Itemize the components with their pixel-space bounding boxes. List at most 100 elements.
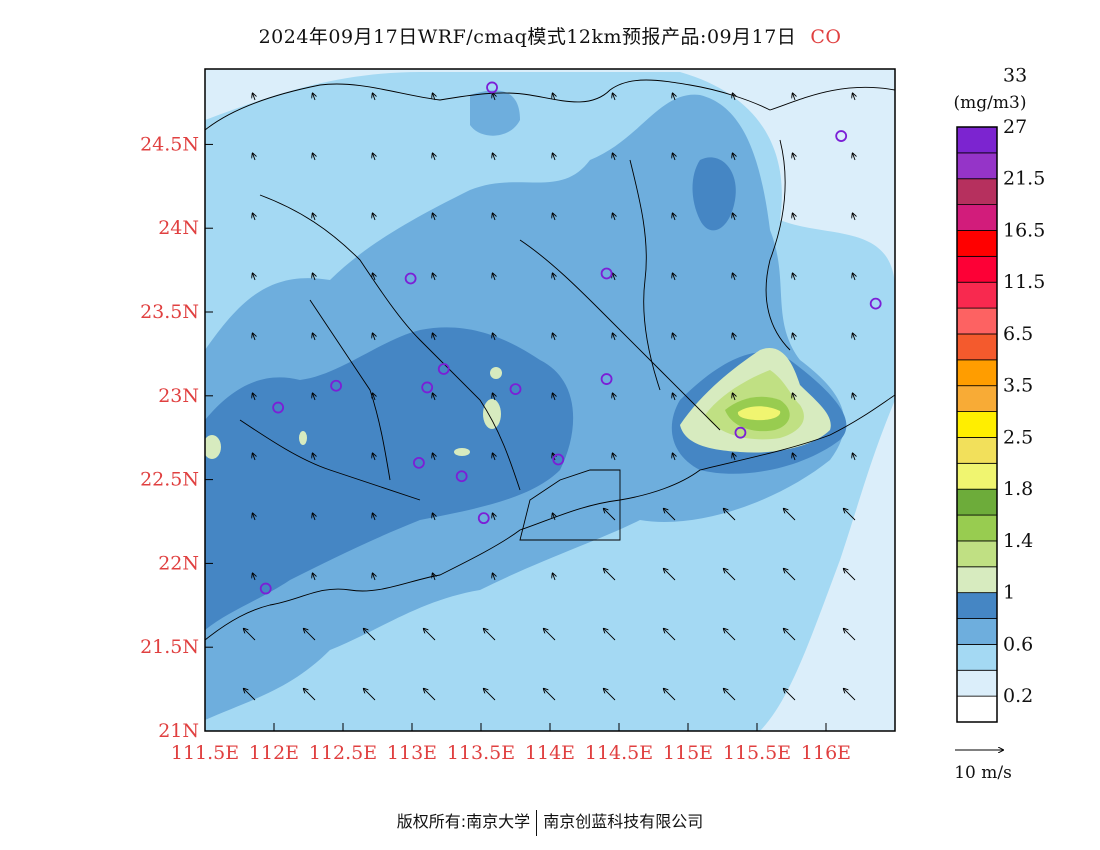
- wind-arrow: [373, 393, 375, 401]
- wind-arrow: [544, 629, 556, 641]
- legend-swatch: [956, 152, 998, 180]
- wind-arrow: [673, 333, 675, 341]
- wind-arrow: [844, 509, 856, 521]
- station-marker: [600, 373, 613, 385]
- legend-level-label: 0.2: [1003, 685, 1033, 707]
- wind-arrow: [433, 573, 435, 581]
- wind-arrow: [844, 569, 856, 581]
- wind-arrow: [613, 153, 615, 161]
- legend-swatch: [956, 566, 998, 594]
- y-tick-label: 21N: [158, 720, 199, 742]
- field-blob-jiangmen: [299, 431, 307, 445]
- pollutant-species: CO: [810, 26, 842, 48]
- wind-arrow: [784, 689, 796, 701]
- legend-swatch: [956, 126, 998, 154]
- wind-arrow: [733, 453, 735, 461]
- wind-arrow: [313, 453, 315, 461]
- wind-arrow: [493, 273, 495, 281]
- legend-swatch: [956, 255, 998, 283]
- district-boundary-1: [259, 194, 521, 491]
- wind-reference: 10 m/s: [954, 750, 1012, 783]
- legend-swatch: [956, 359, 998, 387]
- wind-arrow: [553, 573, 555, 581]
- wind-arrow: [433, 513, 435, 521]
- x-tick-label: 114E: [525, 742, 575, 764]
- y-tick-label: 21.5N: [140, 636, 199, 658]
- title-text: 2024年09月17日WRF/cmaq模式12km预报产品:09月17日: [258, 26, 797, 48]
- wind-arrow: [373, 153, 375, 161]
- wind-arrow: [604, 629, 616, 641]
- wind-arrow: [553, 213, 555, 221]
- field-blob-zhongshan: [454, 448, 470, 456]
- legend-level-label: 6.5: [1003, 323, 1033, 345]
- legend-level-label: 16.5: [1003, 219, 1045, 241]
- station-marker: [600, 267, 613, 280]
- wind-arrow: [433, 453, 435, 461]
- y-tick-label: 24N: [158, 217, 199, 239]
- wind-arrow: [613, 273, 615, 281]
- station-marker: [272, 401, 285, 414]
- y-tick-label: 23N: [158, 385, 199, 407]
- wind-arrow: [553, 393, 555, 401]
- station-marker: [477, 512, 490, 525]
- wind-arrow: [553, 93, 555, 101]
- station-marker: [421, 381, 434, 394]
- x-tick-label: 111.5E: [171, 742, 239, 764]
- wind-arrow: [724, 569, 736, 581]
- x-tick-label: 113.5E: [447, 742, 515, 764]
- wind-arrow: [364, 689, 376, 701]
- wind-arrow: [253, 153, 255, 161]
- wind-arrow: [673, 393, 675, 401]
- footer-copyright: 版权所有:南京大学 南京创蓝科技有限公司: [0, 808, 1100, 836]
- wind-arrow: [604, 509, 616, 521]
- wind-arrow: [313, 93, 315, 101]
- y-tick-label: 23.5N: [140, 301, 199, 323]
- x-tick-label: 115E: [663, 742, 713, 764]
- legend-swatch: [956, 281, 998, 309]
- legend-swatch: [956, 333, 998, 361]
- station-marker: [412, 456, 425, 469]
- wind-arrow: [793, 153, 795, 161]
- wind-arrow: [544, 689, 556, 701]
- legend-swatch: [956, 385, 998, 412]
- x-tick-label: 115.5E: [723, 742, 791, 764]
- legend-swatch: [956, 695, 998, 723]
- wind-arrow: [733, 273, 735, 281]
- wind-arrow: [433, 393, 435, 401]
- coastline: [205, 394, 895, 641]
- station-marker: [330, 379, 343, 392]
- wind-arrow: [724, 689, 736, 701]
- legend-swatch: [956, 437, 998, 464]
- wind-arrow: [664, 569, 676, 581]
- field-blob-guangzhou: [483, 399, 501, 429]
- legend-unit: (mg/m3): [954, 93, 1027, 113]
- wind-arrow: [304, 629, 316, 641]
- wind-arrow: [304, 689, 316, 701]
- wind-arrow: [613, 393, 615, 401]
- district-boundary-4: [765, 139, 791, 351]
- legend-swatch: [956, 230, 998, 257]
- wind-arrow: [424, 689, 436, 701]
- wind-arrow: [373, 573, 375, 581]
- wind-arrow: [493, 333, 495, 341]
- wind-arrow: [673, 213, 675, 221]
- wind-arrow: [784, 509, 796, 521]
- wind-arrow: [313, 513, 315, 521]
- wind-arrow: [373, 333, 375, 341]
- partner-company: 南京创蓝科技有限公司: [543, 812, 704, 831]
- field-level-0-8-north: [470, 90, 520, 136]
- wind-arrow: [604, 569, 616, 581]
- x-tick-label: 113E: [387, 742, 437, 764]
- wind-arrow: [253, 453, 255, 461]
- wind-arrow: [673, 453, 675, 461]
- wind-arrow: [433, 273, 435, 281]
- legend-level-label: 2.5: [1003, 426, 1033, 448]
- legend-level-label: 1.8: [1003, 478, 1033, 500]
- wind-arrow: [253, 393, 255, 401]
- wind-arrow: [373, 273, 375, 281]
- wind-arrow: [793, 333, 795, 341]
- wind-arrow: [853, 273, 855, 281]
- wind-arrow: [373, 453, 375, 461]
- wind-arrow: [844, 689, 856, 701]
- monitoring-stations: [259, 81, 882, 595]
